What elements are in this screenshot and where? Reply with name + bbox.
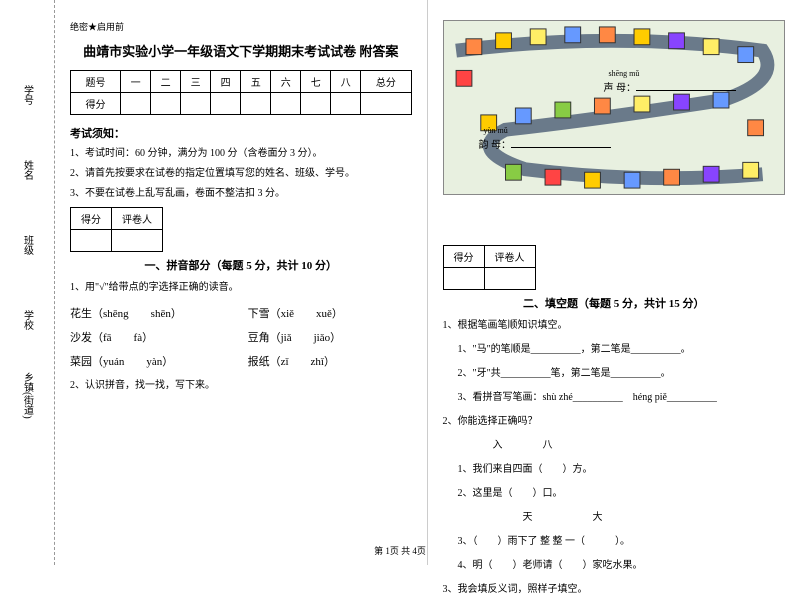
table-header: 八 [331, 71, 361, 93]
fill-item: 1、"马"的笔顺是__________，第二笔是__________。 [458, 340, 786, 359]
table-header: 三 [181, 71, 211, 93]
table-cell[interactable] [241, 93, 271, 115]
table-cell: 得分 [71, 208, 112, 230]
scorer-table: 得分 评卷人 [70, 207, 163, 252]
table-cell[interactable] [181, 93, 211, 115]
binding-label: 学校 [20, 290, 35, 350]
shengmu-pinyin: shēng mǔ [609, 69, 640, 78]
yunmu-pinyin: yùn mǔ [484, 126, 508, 135]
binding-label: 乡镇(街道) [20, 365, 35, 425]
table-header: 七 [301, 71, 331, 93]
fill-item: 天 大 [493, 508, 786, 527]
fill-item: 1、我们来自四面（ ）方。 [458, 460, 786, 479]
binding-label: 班级 [20, 215, 35, 275]
pinyin-snake-illustration: shēng mǔ 声 母： yùn mǔ 韵 母： [443, 20, 786, 195]
table-cell[interactable] [71, 230, 112, 252]
pinyin-word: 菜园（yuán yàn） [70, 353, 234, 369]
fill-item: 2、"牙"共__________笔，第二笔是__________。 [458, 364, 786, 383]
yunmu-label: 韵 母： [479, 136, 612, 151]
snake-svg [444, 21, 785, 194]
right-column: shēng mǔ 声 母： yùn mǔ 韵 母： 得分 评卷人 二、填空题（每… [428, 0, 800, 565]
question-text: 2、你能选择正确吗？ [443, 412, 786, 431]
table-cell[interactable] [443, 268, 484, 290]
table-cell: 得分 [443, 246, 484, 268]
pinyin-word: 报纸（zǐ zhǐ） [248, 353, 412, 369]
table-header: 二 [151, 71, 181, 93]
question-text: 3、我会填反义词，照样子填空。 [443, 580, 786, 599]
part1-title: 一、拼音部分（每题 5 分，共计 10 分） [70, 257, 412, 273]
notice-title: 考试须知： [70, 125, 412, 141]
binding-margin: 学号 姓名 班级 学校 乡镇(街道) [0, 0, 55, 565]
exam-title: 曲靖市实验小学一年级语文下学期期末考试试卷 附答案 [70, 41, 412, 60]
notice-item: 2、请首先按要求在试卷的指定位置填写您的姓名、班级、学号。 [70, 166, 412, 182]
table-cell[interactable] [301, 93, 331, 115]
table-cell[interactable] [112, 230, 163, 252]
table-cell[interactable] [271, 93, 301, 115]
table-cell[interactable] [211, 93, 241, 115]
binding-label: 学号 [20, 65, 35, 125]
question-text: 1、用"√"给带点的字选择正确的读音。 [70, 279, 412, 297]
scorer-table: 得分 评卷人 [443, 245, 536, 290]
fill-item: 3、看拼音写笔画：shù zhé__________ héng piě_____… [458, 388, 786, 407]
table-cell[interactable] [121, 93, 151, 115]
table-header: 四 [211, 71, 241, 93]
fill-item: 4、明（ ）老师请（ ）家吃水果。 [458, 556, 786, 575]
pinyin-word: 沙发（fā fà） [70, 329, 234, 345]
options: 入 八 [493, 436, 786, 455]
part2-title: 二、填空题（每题 5 分，共计 15 分） [443, 295, 786, 311]
table-cell[interactable] [151, 93, 181, 115]
table-cell: 评卷人 [112, 208, 163, 230]
table-cell[interactable] [361, 93, 411, 115]
pinyin-word: 花生（shēng shēn） [70, 305, 234, 321]
table-cell[interactable] [484, 268, 535, 290]
binding-label: 姓名 [20, 140, 35, 200]
score-table: 题号 一 二 三 四 五 六 七 八 总分 得分 [70, 70, 412, 115]
question-text: 1、根据笔画笔顺知识填空。 [443, 316, 786, 335]
table-cell[interactable] [331, 93, 361, 115]
table-header: 总分 [361, 71, 411, 93]
table-cell: 得分 [71, 93, 121, 115]
secret-label: 绝密★启用前 [70, 20, 412, 33]
table-header: 五 [241, 71, 271, 93]
page-footer: 第 1页 共 4页 [0, 544, 800, 557]
table-cell: 评卷人 [484, 246, 535, 268]
pinyin-word: 豆角（jiǎ jiǎo） [248, 329, 412, 345]
pinyin-word: 下雪（xiě xuě） [248, 305, 412, 321]
fill-item: 2、这里是（ ）口。 [458, 484, 786, 503]
table-header: 题号 [71, 71, 121, 93]
table-header: 一 [121, 71, 151, 93]
table-header: 六 [271, 71, 301, 93]
left-column: 绝密★启用前 曲靖市实验小学一年级语文下学期期末考试试卷 附答案 题号 一 二 … [55, 0, 428, 565]
shengmu-label: 声 母： [604, 79, 737, 94]
notice-item: 1、考试时间：60 分钟，满分为 100 分（含卷面分 3 分）。 [70, 146, 412, 162]
notice-item: 3、不要在试卷上乱写乱画，卷面不整洁扣 3 分。 [70, 186, 412, 202]
question-text: 2、认识拼音，找一找，写下来。 [70, 377, 412, 395]
